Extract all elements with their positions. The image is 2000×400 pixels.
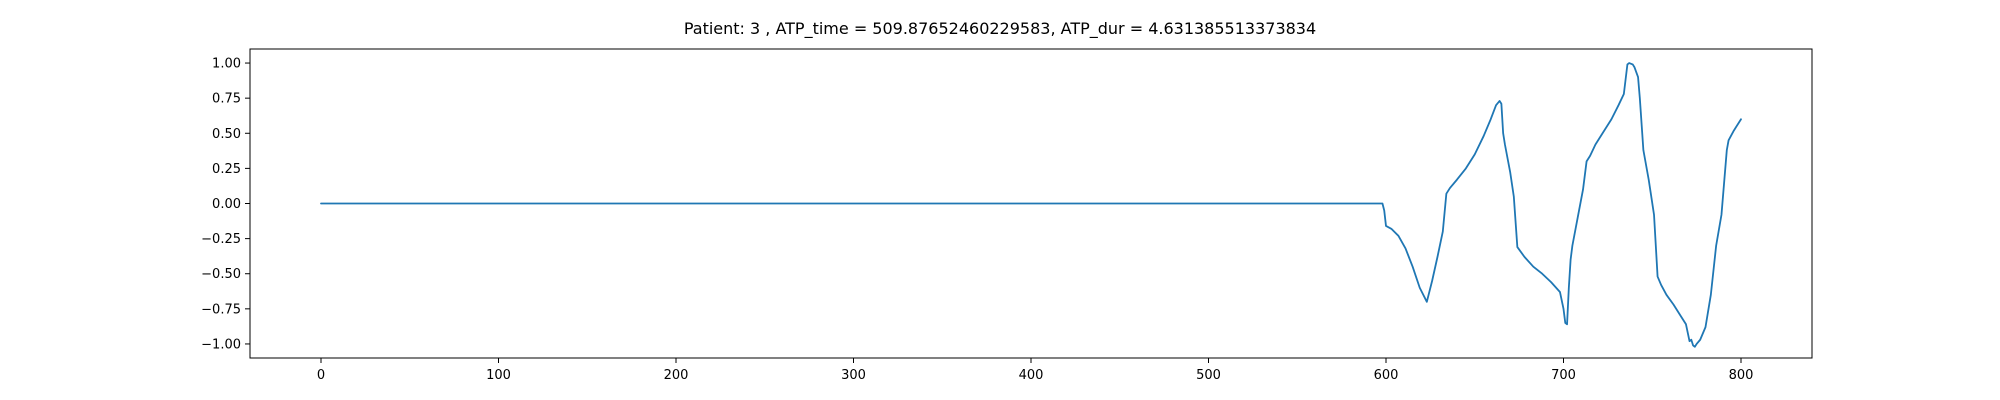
y-tick-label: −0.75 xyxy=(201,302,241,317)
y-tick-label: −0.50 xyxy=(201,267,241,282)
y-tick-label: 0.50 xyxy=(212,127,241,142)
x-tick-label: 300 xyxy=(841,368,866,383)
x-tick-label: 500 xyxy=(1196,368,1221,383)
x-tick-label: 200 xyxy=(664,368,689,383)
series-line xyxy=(320,62,1742,348)
y-tick-label: 0.25 xyxy=(212,162,241,177)
plot-area-frame xyxy=(249,48,1813,359)
y-tick-label: −1.00 xyxy=(201,337,241,352)
x-tick-label: 700 xyxy=(1551,368,1576,383)
chart-title: Patient: 3 , ATP_time = 509.876524602295… xyxy=(684,19,1316,39)
x-tick-label: 100 xyxy=(486,368,511,383)
x-tick-label: 800 xyxy=(1729,368,1754,383)
x-tick-label: 400 xyxy=(1019,368,1044,383)
y-tick-label: 0.75 xyxy=(212,92,241,107)
y-tick-label: −0.25 xyxy=(201,232,241,247)
x-tick-label: 0 xyxy=(317,368,325,383)
x-axis-ticks: 0 100 200 300 400 500 600 700 800 xyxy=(317,358,1754,383)
y-tick-label: 0.00 xyxy=(212,197,241,212)
y-tick-label: 1.00 xyxy=(212,57,241,72)
y-axis-ticks: 1.00 0.75 0.50 0.25 0.00 −0.25 −0.50 −0.75 −1.00 xyxy=(201,57,250,352)
x-tick-label: 600 xyxy=(1374,368,1399,383)
